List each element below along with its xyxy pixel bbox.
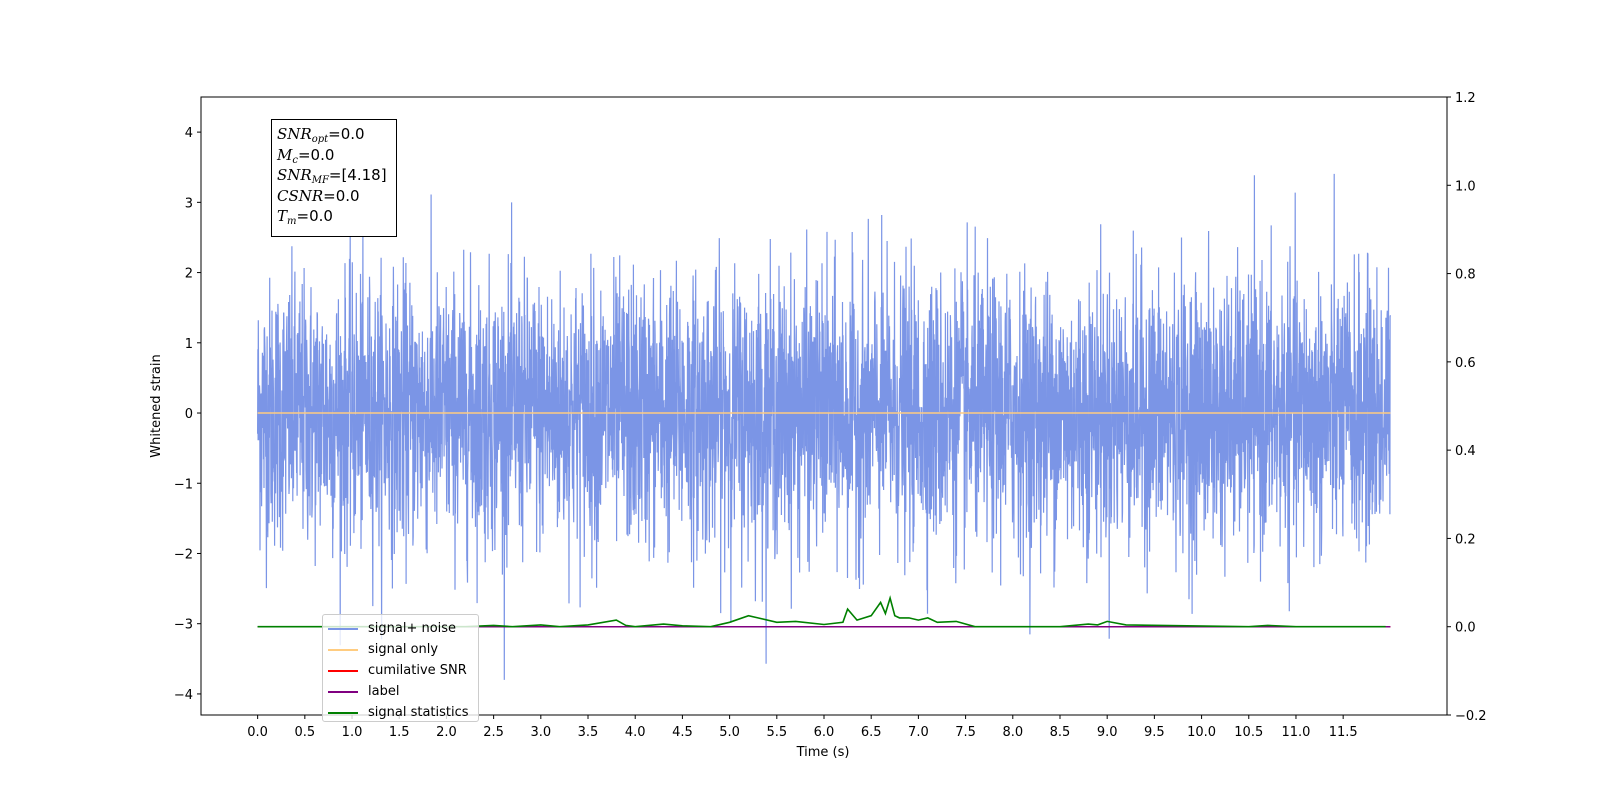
- x-axis-label: Time (s): [796, 745, 850, 760]
- stats-value: =0.0: [297, 145, 335, 164]
- y-tick-label: −1: [174, 477, 193, 492]
- y2-tick-label: 0.8: [1455, 268, 1476, 283]
- stats-annotation-box: SNRopt=0.0 Mc=0.0 SNRMF=[4.18] CSNR=0.0 Tm=0…: [271, 119, 397, 237]
- stats-value: =0.0: [296, 207, 333, 225]
- x-tick-label: 11.5: [1329, 725, 1358, 740]
- y2-tick-label: −0.2: [1455, 709, 1487, 724]
- legend-item: label: [328, 681, 478, 702]
- stats-line: Mc=0.0: [277, 145, 396, 166]
- x-tick-label: 10.0: [1187, 725, 1216, 740]
- x-tick-label: 5.0: [719, 725, 740, 740]
- y2-tick-label: 1.0: [1455, 179, 1476, 194]
- y-axis-right: 1.2 1.0 0.8 0.6 0.4 0.2 0.0 −0.2: [1447, 91, 1487, 724]
- stats-sub: m: [287, 216, 297, 227]
- series-signal-noise: [257, 173, 1391, 680]
- x-tick-label: 1.5: [389, 725, 410, 740]
- y2-tick-label: 0.4: [1455, 444, 1476, 459]
- x-tick-label: 4.5: [672, 725, 693, 740]
- x-axis: 0.0 0.5 1.0 1.5 2.0 2.5 3.0 3.5 4.0 4.5 5.0 5.5 6.0 6…: [247, 715, 1358, 740]
- legend-item: cumilative SNR: [328, 660, 478, 681]
- stats-line: Tm=0.0: [277, 206, 396, 227]
- legend-item: signal+ noise: [328, 618, 478, 639]
- y-axis-label: Whitened strain: [149, 354, 164, 457]
- legend-swatch: [328, 627, 358, 630]
- legend-swatch: [328, 690, 358, 693]
- x-tick-label: 8.0: [1002, 725, 1023, 740]
- y2-tick-label: 0.2: [1455, 532, 1476, 547]
- y-axis-left: 4 3 2 1 0 −1 −2 −3 −4: [174, 126, 201, 703]
- legend-item: signal statistics: [328, 702, 478, 723]
- legend-swatch: [328, 648, 358, 651]
- legend-swatch: [328, 669, 358, 672]
- legend-item: signal only: [328, 639, 478, 660]
- stats-value: =[4.18]: [328, 166, 387, 184]
- y-tick-label: 2: [185, 267, 193, 282]
- x-tick-label: 0.0: [247, 725, 268, 740]
- stats-sub: MF: [311, 175, 329, 186]
- y-tick-label: 3: [185, 196, 193, 211]
- y2-tick-label: 0.0: [1455, 621, 1476, 636]
- legend-label: cumilative SNR: [368, 663, 467, 678]
- stats-var: CSNR: [277, 186, 324, 205]
- stats-var: SNR: [277, 125, 312, 143]
- x-tick-label: 1.0: [342, 725, 363, 740]
- legend-label: signal only: [368, 642, 439, 657]
- x-tick-label: 11.0: [1281, 725, 1310, 740]
- x-tick-label: 2.0: [436, 725, 457, 740]
- x-tick-label: 7.5: [955, 725, 976, 740]
- x-tick-label: 5.5: [766, 725, 787, 740]
- stats-line: CSNR=0.0: [277, 186, 396, 207]
- y-tick-label: 4: [185, 126, 193, 141]
- legend-label: label: [368, 684, 400, 699]
- legend-swatch: [328, 711, 358, 714]
- x-tick-label: 10.5: [1234, 725, 1263, 740]
- x-tick-label: 3.0: [530, 725, 551, 740]
- x-tick-label: 8.5: [1050, 725, 1071, 740]
- x-tick-label: 6.0: [814, 725, 835, 740]
- x-tick-label: 9.5: [1144, 725, 1165, 740]
- y-tick-label: −3: [174, 618, 193, 633]
- y-tick-label: 0: [185, 407, 193, 422]
- series-signal-statistics: [257, 595, 1386, 628]
- x-tick-label: 4.0: [625, 725, 646, 740]
- y-tick-label: −2: [174, 547, 193, 562]
- x-tick-label: 7.0: [908, 725, 929, 740]
- x-tick-label: 0.5: [294, 725, 315, 740]
- stats-var: M: [277, 145, 293, 164]
- x-tick-label: 2.5: [483, 725, 504, 740]
- y-tick-label: −4: [174, 688, 193, 703]
- stats-var: T: [277, 207, 288, 225]
- stats-value: =0.0: [328, 125, 365, 143]
- x-tick-label: 3.5: [578, 725, 599, 740]
- stats-line: SNRMF=[4.18]: [277, 165, 396, 186]
- y-tick-label: 1: [185, 337, 193, 352]
- stats-sub: opt: [311, 134, 329, 145]
- x-tick-label: 9.0: [1097, 725, 1118, 740]
- stats-var: SNR: [277, 166, 312, 184]
- legend: signal+ noise signal only cumilative SNR la…: [322, 614, 479, 722]
- stats-line: SNRopt=0.0: [277, 124, 396, 145]
- stats-sub: c: [292, 154, 298, 166]
- series-layer: [257, 173, 1391, 680]
- y2-tick-label: 0.6: [1455, 356, 1476, 371]
- y2-tick-label: 1.2: [1455, 91, 1476, 106]
- x-tick-label: 6.5: [861, 725, 882, 740]
- stats-value: =0.0: [323, 186, 360, 205]
- legend-label: signal+ noise: [368, 621, 457, 636]
- legend-label: signal statistics: [368, 705, 469, 720]
